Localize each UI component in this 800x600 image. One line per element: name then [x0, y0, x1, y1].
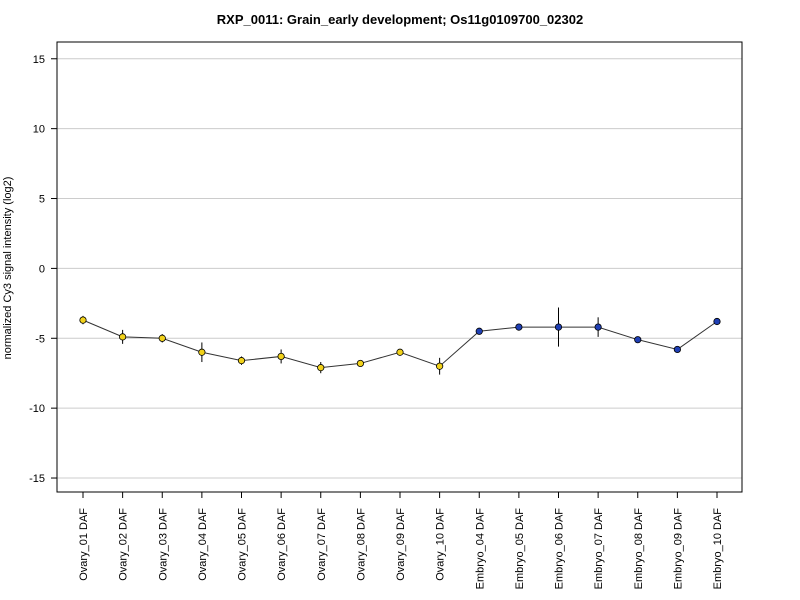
x-tick-label: Ovary_01 DAF: [78, 508, 90, 581]
y-tick-label: -15: [29, 473, 45, 485]
data-point: [79, 316, 87, 324]
data-point: [673, 345, 681, 354]
x-tick-label: Ovary_05 DAF: [237, 508, 249, 581]
series-line: [82, 319, 718, 369]
y-tick-label: -5: [35, 333, 45, 345]
x-tick-label: Ovary_07 DAF: [316, 508, 328, 581]
data-point: [277, 352, 285, 361]
data-point: [634, 336, 642, 344]
y-tick-label: 15: [33, 54, 45, 66]
data-point: [515, 323, 523, 331]
data-point: [119, 333, 127, 341]
data-point: [317, 364, 325, 372]
data-point: [356, 359, 364, 368]
x-tick-label: Embryo_10 DAF: [712, 508, 724, 590]
x-tick-label: Ovary_04 DAF: [197, 508, 209, 581]
chart-title: RXP_0011: Grain_early development; Os11g…: [216, 12, 584, 27]
x-tick-label: Ovary_06 DAF: [276, 508, 288, 581]
x-tick-label: Embryo_07 DAF: [593, 508, 605, 590]
data-point: [554, 323, 563, 331]
x-tick-label: Embryo_04 DAF: [474, 508, 486, 590]
data-point: [396, 348, 404, 356]
y-tick-label: 5: [39, 194, 45, 206]
x-tick-label: Embryo_09 DAF: [672, 508, 684, 590]
data-point: [713, 317, 721, 326]
data-point: [158, 334, 166, 342]
x-tick-label: Ovary_02 DAF: [118, 508, 130, 581]
data-point: [237, 357, 246, 365]
x-tick-label: Ovary_10 DAF: [435, 508, 447, 581]
data-point: [436, 362, 444, 370]
x-tick-label: Embryo_08 DAF: [633, 508, 645, 590]
plot-frame: [56, 41, 743, 493]
x-tick-label: Ovary_09 DAF: [395, 508, 407, 581]
y-tick-label: 10: [33, 124, 45, 136]
data-point: [594, 323, 602, 331]
data-point: [198, 348, 206, 356]
x-tick-label: Embryo_05 DAF: [514, 508, 526, 590]
x-tick-label: Ovary_03 DAF: [157, 508, 169, 581]
x-tick-label: Ovary_08 DAF: [355, 508, 367, 581]
x-tick-label: Embryo_06 DAF: [554, 508, 566, 590]
y-tick-label: -10: [29, 403, 45, 415]
data-point: [475, 327, 483, 335]
y-tick-label: 0: [39, 263, 45, 275]
